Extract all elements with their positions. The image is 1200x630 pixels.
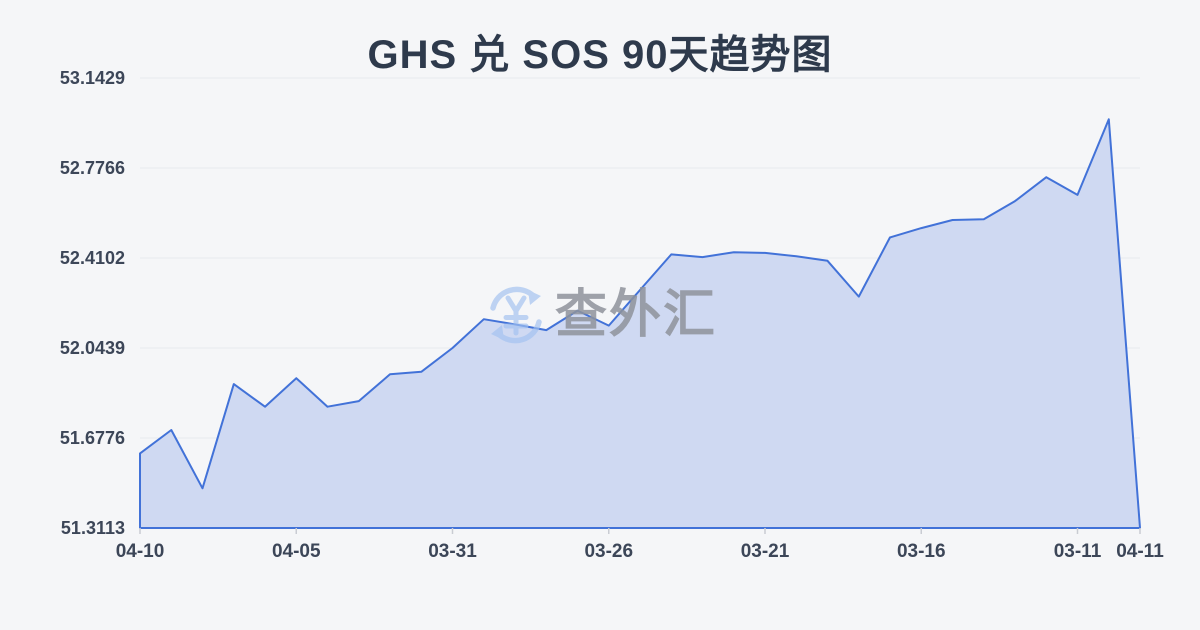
y-axis-label: 52.4102 — [60, 248, 125, 268]
y-axis-label: 52.7766 — [60, 158, 125, 178]
x-axis-label: 03-21 — [741, 541, 790, 562]
y-axis-label: 53.1429 — [60, 68, 125, 88]
y-axis-label: 51.3113 — [61, 518, 125, 538]
y-axis-label: 51.6776 — [60, 428, 125, 448]
x-axis-label: 04-11 — [1116, 541, 1164, 562]
x-axis-label: 03-11 — [1054, 541, 1102, 562]
x-axis-label: 04-05 — [272, 541, 321, 562]
x-axis-label: 04-10 — [116, 541, 165, 562]
x-axis-label: 03-31 — [428, 541, 477, 562]
chart-title: GHS 兑 SOS 90天趋势图 — [367, 33, 833, 77]
x-axis-label: 03-16 — [897, 541, 946, 562]
y-axis-label: 52.0439 — [60, 338, 125, 358]
x-axis-label: 03-26 — [584, 541, 633, 562]
trend-area — [139, 118, 1141, 529]
